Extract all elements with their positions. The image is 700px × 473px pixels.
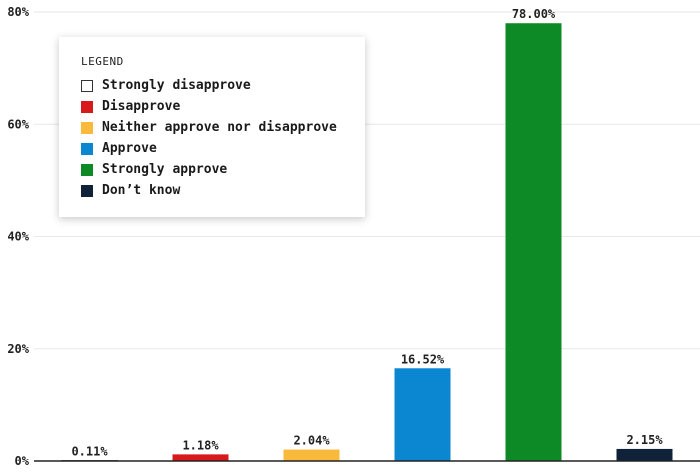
data-label-4: 78.00% <box>512 7 556 21</box>
legend: LEGEND Strongly disapprove Disapprove Neit… <box>59 37 365 217</box>
legend-swatch <box>81 184 93 197</box>
legend-item: Strongly disapprove <box>81 75 365 96</box>
legend-swatch <box>81 121 93 134</box>
y-tick-label: 20% <box>7 342 29 356</box>
legend-label: Don’t know <box>102 183 181 198</box>
legend-items: Strongly disapprove Disapprove Neither app… <box>81 75 365 201</box>
bar-4 <box>505 23 562 461</box>
legend-label: Strongly approve <box>102 162 228 177</box>
bar-3 <box>394 368 451 461</box>
data-label-0: 0.11% <box>71 444 108 458</box>
legend-label: Approve <box>102 141 157 156</box>
y-tick-label: 0% <box>15 454 30 468</box>
legend-swatch <box>81 79 93 92</box>
data-label-2: 2.04% <box>293 434 330 448</box>
y-tick-label: 80% <box>7 5 29 19</box>
y-tick-label: 40% <box>7 230 29 244</box>
legend-swatch <box>81 100 93 113</box>
data-label-3: 16.52% <box>401 352 445 366</box>
legend-title: LEGEND <box>81 55 124 68</box>
data-label-5: 2.15% <box>626 433 663 447</box>
bar-1 <box>172 454 229 461</box>
legend-item: Disapprove <box>81 96 365 117</box>
legend-label: Neither approve nor disapprove <box>102 120 337 135</box>
legend-item: Approve <box>81 138 365 159</box>
legend-swatch <box>81 142 93 155</box>
bar-2 <box>283 449 340 461</box>
data-labels: 0.11% 1.18% 2.04% 16.52% 78.00% 2.15% <box>71 7 663 458</box>
legend-swatch <box>81 163 93 176</box>
y-tick-label: 60% <box>7 117 29 131</box>
data-label-1: 1.18% <box>182 438 219 452</box>
legend-label: Disapprove <box>102 99 181 114</box>
legend-item: Neither approve nor disapprove <box>81 117 365 138</box>
y-axis-ticks: 0% 20% 40% 60% 80% <box>7 5 29 468</box>
legend-label: Strongly disapprove <box>102 78 251 93</box>
bar-5 <box>616 448 673 461</box>
legend-item: Strongly approve <box>81 159 365 180</box>
legend-item: Don’t know <box>81 180 365 201</box>
